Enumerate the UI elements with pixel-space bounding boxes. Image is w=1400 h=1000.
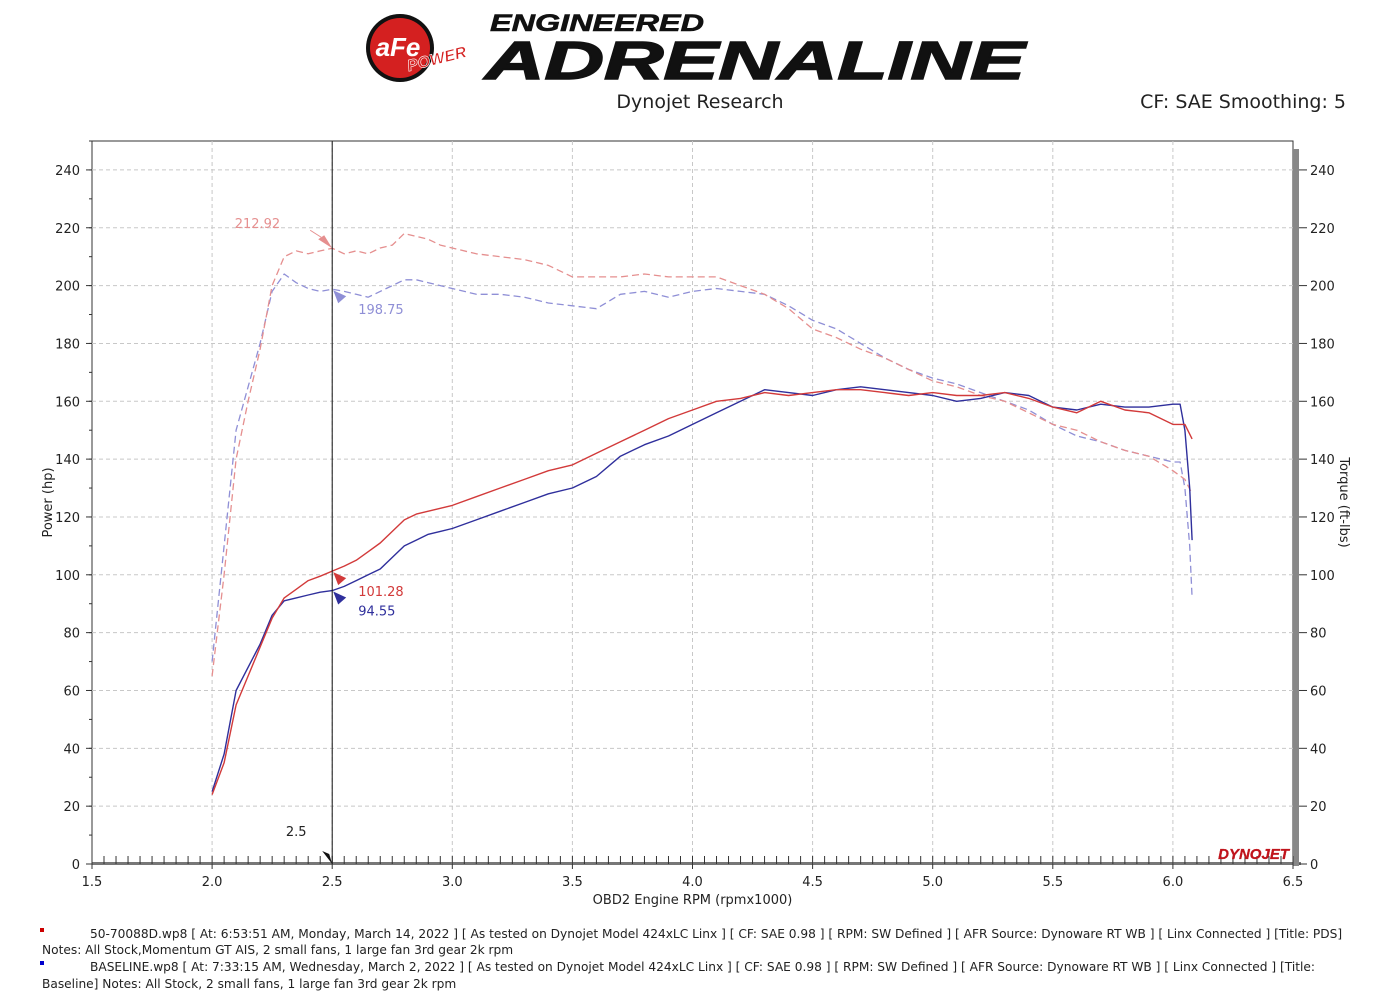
y2-tick-label: 60 <box>1310 684 1327 699</box>
legend-marker-blue <box>40 961 44 966</box>
y-axis-title: Power (hp) <box>41 467 56 537</box>
dynojet-brand-mark: DYNOJET <box>1218 846 1291 863</box>
y2-tick-label: 100 <box>1310 569 1335 584</box>
header-right-text: CF: SAE Smoothing: 5 <box>1140 91 1346 113</box>
y2-tick-label: 120 <box>1310 511 1335 526</box>
x-tick-label: 2.0 <box>202 875 223 890</box>
afe-badge-text: aFe <box>376 32 421 62</box>
plot-frame <box>91 140 1301 866</box>
y-tick-label: 80 <box>63 627 80 642</box>
series-group <box>211 232 1193 795</box>
annotation-arrow <box>333 572 347 586</box>
plot-right-bar <box>1293 149 1299 866</box>
x-tick-label: 4.0 <box>682 875 703 890</box>
y2-tick-label: 180 <box>1310 337 1335 352</box>
x-axis-title: OBD2 Engine RPM (rpmx1000) <box>593 893 793 908</box>
logo-adrenaline-text: ADRENALINE <box>482 31 1028 90</box>
x-tick-label: 3.5 <box>562 875 583 890</box>
y-tick-label: 220 <box>55 222 80 237</box>
y-tick-label: 160 <box>55 395 80 410</box>
y-tick-label: 100 <box>55 569 80 584</box>
y2-tick-label: 240 <box>1310 164 1335 179</box>
y-tick-label: 60 <box>63 684 80 699</box>
annotation-arrow <box>333 290 347 304</box>
y-tick-label: 240 <box>55 164 80 179</box>
grid <box>92 141 1293 864</box>
legend-details: [ At: 6:53:51 AM, Monday, March 14, 2022… <box>42 927 1343 958</box>
y-tick-label: 40 <box>63 742 80 757</box>
y-tick-label: 20 <box>63 800 80 815</box>
x-tick-label: 3.0 <box>442 875 463 890</box>
annotation-label: 101.28 <box>358 585 404 600</box>
y2-tick-label: 200 <box>1310 280 1335 295</box>
legend-marker-red <box>40 928 44 932</box>
annotation-arrow <box>318 235 333 249</box>
plot-bottom-bar <box>92 862 1301 865</box>
header-center-text: Dynojet Research <box>616 91 784 113</box>
y2-tick-label: 160 <box>1310 395 1335 410</box>
y-tick-label: 180 <box>55 337 80 352</box>
x-tick-label: 5.0 <box>922 875 943 890</box>
afe-power-logo: aFe POWER ENGINEERED ADRENALINE <box>366 10 1029 90</box>
annotations: 212.92 198.75 101.28 94.55 <box>235 217 404 619</box>
axes: 1.5 2.0 2.5 3.0 3.5 4.0 4.5 5.0 5.5 6.0 6.5 0 0 20 20 4… <box>55 140 1335 890</box>
annotation-label: 212.92 <box>235 217 281 232</box>
annotation-label: 94.55 <box>358 605 395 620</box>
legend-entry-baseline: BASELINE.wp8 [ At: 7:33:15 AM, Wednesday… <box>40 959 1360 992</box>
x-tick-label: 4.5 <box>802 875 823 890</box>
annotation-arrow <box>333 591 347 605</box>
x-tick-label: 6.0 <box>1163 875 1184 890</box>
y2-tick-label: 140 <box>1310 453 1335 468</box>
y-tick-label: 200 <box>55 280 80 295</box>
logo-engineered-text: ENGINEERED <box>490 10 704 37</box>
series-line-pds-power <box>211 389 1193 795</box>
cursor-arrow <box>322 851 333 864</box>
cursor-label: 2.5 <box>286 825 307 840</box>
y2-tick-label: 0 <box>1310 858 1318 873</box>
y-tick-label: 120 <box>55 511 80 526</box>
y-tick-label: 0 <box>72 858 80 873</box>
x-tick-label: 6.5 <box>1283 875 1304 890</box>
legend: 50-70088D.wp8 [ At: 6:53:51 AM, Monday, … <box>40 926 1360 993</box>
legend-file-name: 50-70088D.wp8 <box>90 927 188 941</box>
dyno-chart: 1.5 2.0 2.5 3.0 3.5 4.0 4.5 5.0 5.5 6.0 6.5 0 0 20 20 4… <box>41 140 1351 908</box>
series-line-pds-torque <box>211 232 1193 677</box>
legend-details: [ At: 7:33:15 AM, Wednesday, March 2, 20… <box>42 960 1316 991</box>
x-tick-label: 2.5 <box>322 875 343 890</box>
legend-entry-pds: 50-70088D.wp8 [ At: 6:53:51 AM, Monday, … <box>40 926 1360 959</box>
annotation-label: 198.75 <box>358 303 404 318</box>
legend-file-name: BASELINE.wp8 <box>90 960 179 975</box>
x-tick-label: 1.5 <box>82 875 103 890</box>
y2-tick-label: 20 <box>1310 800 1327 815</box>
y-tick-label: 140 <box>55 453 80 468</box>
y2-axis-title: Torque (ft-lbs) <box>1336 456 1351 547</box>
cursor: 2.5 <box>286 141 333 864</box>
y2-tick-label: 220 <box>1310 222 1335 237</box>
annotation-leader <box>309 229 322 238</box>
y2-tick-label: 80 <box>1310 627 1327 642</box>
afe-badge-disc <box>370 18 430 78</box>
y2-tick-label: 40 <box>1310 742 1327 757</box>
x-tick-label: 5.5 <box>1042 875 1063 890</box>
afe-badge: aFe POWER <box>366 14 469 82</box>
